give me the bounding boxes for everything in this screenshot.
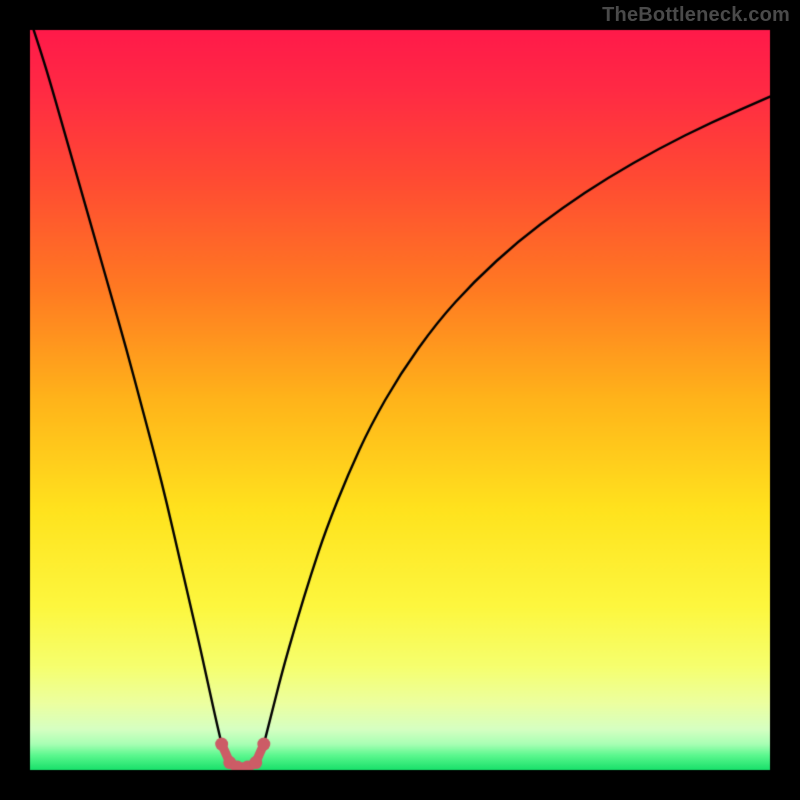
bottleneck-chart — [0, 0, 800, 800]
watermark-text: TheBottleneck.com — [602, 4, 790, 27]
